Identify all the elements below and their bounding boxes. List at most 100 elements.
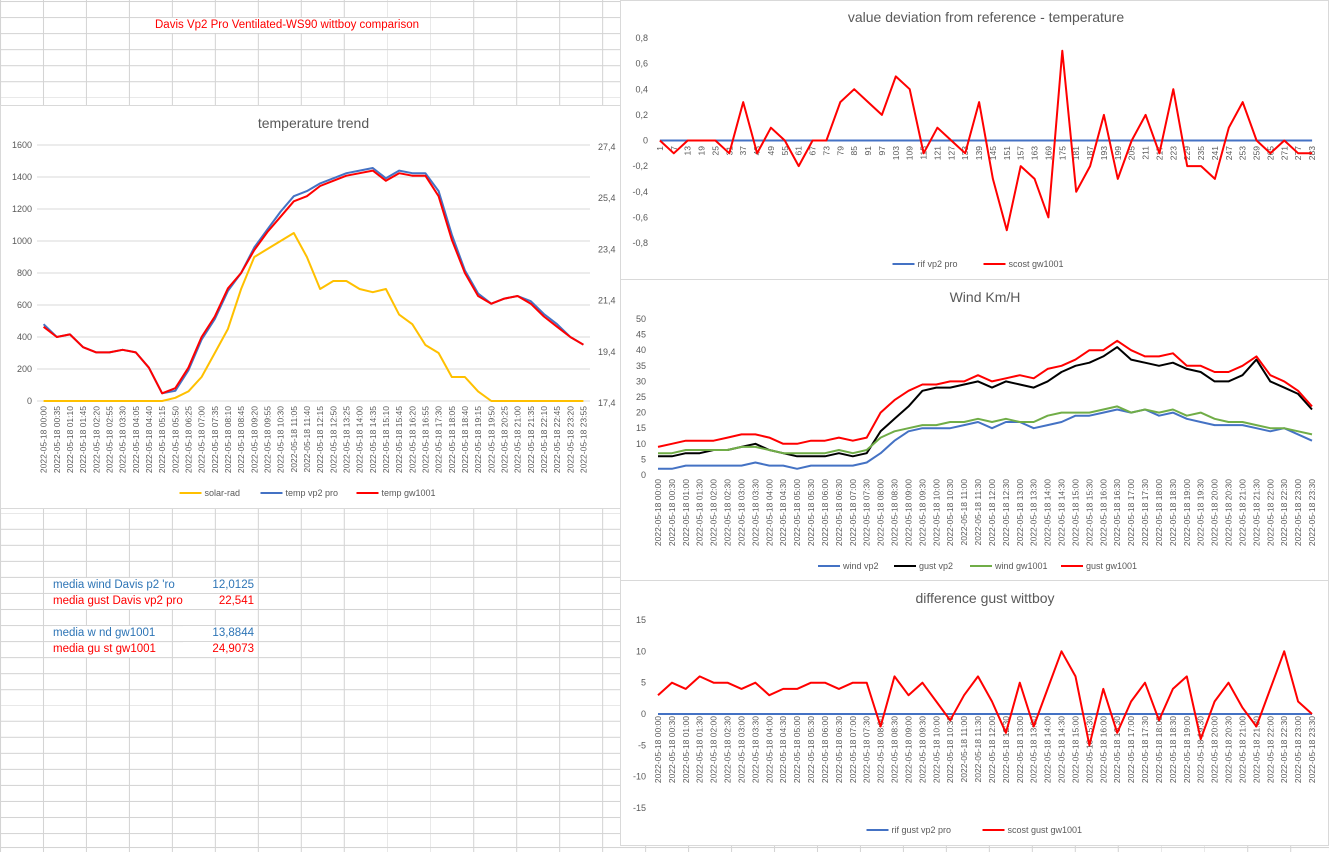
x-tick-label: 2022-05-18 19:15 bbox=[473, 406, 483, 473]
legend-label: wind gw1001 bbox=[994, 561, 1048, 571]
x-tick-label: 2022-05-18 12:00 bbox=[987, 716, 997, 783]
legend-label: temp gw1001 bbox=[382, 488, 436, 498]
x-tick-label: 7 bbox=[669, 146, 679, 151]
x-tick-label: 2022-05-18 17:30 bbox=[1140, 479, 1150, 546]
x-tick-label: 145 bbox=[988, 146, 998, 160]
x-tick-label: 2022-05-18 03:00 bbox=[736, 716, 746, 783]
temperature-deviation-svg: value deviation from reference - tempera… bbox=[632, 9, 1317, 269]
y-tick-label: 400 bbox=[17, 332, 32, 342]
x-tick-label: 2022-05-18 22:00 bbox=[1265, 479, 1275, 546]
x-tick-label: 235 bbox=[1196, 146, 1206, 160]
y-tick-label: 45 bbox=[636, 330, 646, 340]
legend-label: wind vp2 bbox=[842, 561, 879, 571]
x-tick-label: 91 bbox=[863, 146, 873, 156]
x-tick-label: 271 bbox=[1279, 146, 1289, 160]
legend-label: rif gust vp2 pro bbox=[892, 825, 952, 835]
x-tick-label: 2022-05-18 02:30 bbox=[723, 479, 733, 546]
y-tick-label: 15 bbox=[636, 615, 646, 625]
x-tick-label: 2022-05-18 16:55 bbox=[420, 406, 430, 473]
x-tick-label: 157 bbox=[1016, 146, 1026, 160]
wind-svg: Wind Km/H 0 5 10 15 20 25 30 35 40 45 50 2022-05-18 … bbox=[636, 289, 1317, 571]
gust-difference-chart[interactable]: difference gust wittboy -15 -10 -5 0 5 10 15 202… bbox=[620, 580, 1329, 846]
x-tick-label: 187 bbox=[1085, 146, 1095, 160]
x-tick-label: 2022-05-18 01:30 bbox=[695, 479, 705, 546]
x-tick-label: 2022-05-18 14:00 bbox=[355, 406, 365, 473]
x-tick-label: 2022-05-18 15:00 bbox=[1070, 479, 1080, 546]
series-line-gust-gw1001 bbox=[657, 339, 1313, 448]
x-tick-label: 79 bbox=[835, 146, 845, 156]
y2-tick-label: 25,4 bbox=[598, 193, 616, 203]
legend-label: scost gust gw1001 bbox=[1008, 825, 1083, 835]
x-tick-label: 2022-05-18 08:30 bbox=[890, 479, 900, 546]
stat-label-gust-vp2: media gust Davis vp2 pro bbox=[52, 594, 184, 609]
x-tick-label: 205 bbox=[1127, 146, 1137, 160]
x-tick-label: 2022-05-18 17:30 bbox=[434, 406, 444, 473]
x-tick-label: 2022-05-18 16:00 bbox=[1098, 479, 1108, 546]
series-line-wind-gw1001 bbox=[658, 405, 1313, 455]
x-tick-label: 2022-05-18 04:00 bbox=[764, 716, 774, 783]
y-tick-label: 20 bbox=[636, 408, 646, 418]
x-tick-label: 55 bbox=[780, 146, 790, 156]
x-tick-label: 2022-05-18 01:45 bbox=[78, 406, 88, 473]
y-tick-label: 5 bbox=[641, 678, 646, 688]
x-tick-label: 2022-05-18 16:00 bbox=[1098, 716, 1108, 783]
x-tick-label: 2022-05-18 19:50 bbox=[486, 406, 496, 473]
x-tick-label: 2022-05-18 18:05 bbox=[447, 406, 457, 473]
x-tick-label: 2022-05-18 18:00 bbox=[1154, 716, 1164, 783]
x-tick-label: 2022-05-18 09:30 bbox=[917, 716, 927, 783]
x-tick-label: 103 bbox=[891, 146, 901, 160]
x-tick-label: 2022-05-18 22:30 bbox=[1279, 479, 1289, 546]
stat-value-wind-gw1001: 13,8844 bbox=[183, 626, 255, 641]
stat-value-wind-vp2: 12,0125 bbox=[183, 578, 255, 593]
temperature-deviation-chart[interactable]: value deviation from reference - tempera… bbox=[620, 0, 1329, 280]
x-tick-label: 2022-05-18 09:55 bbox=[262, 406, 272, 473]
x-tick-label: 2022-05-18 04:00 bbox=[764, 479, 774, 546]
x-tick-label: 2022-05-18 09:30 bbox=[917, 479, 927, 546]
x-tick-label: 2022-05-18 20:30 bbox=[1224, 716, 1234, 783]
x-tick-label: 2022-05-18 00:00 bbox=[39, 406, 49, 473]
x-tick-label: 2022-05-18 21:30 bbox=[1251, 716, 1261, 783]
y-tick-label: 200 bbox=[17, 364, 32, 374]
x-tick-label: 2022-05-18 14:35 bbox=[368, 406, 378, 473]
x-tick-label: 2022-05-18 13:30 bbox=[1029, 479, 1039, 546]
x-tick-label: 2022-05-18 23:30 bbox=[1307, 716, 1317, 783]
x-tick-label: 2022-05-18 06:30 bbox=[834, 716, 844, 783]
x-tick-label: 2022-05-18 18:30 bbox=[1168, 716, 1178, 783]
y-tick-label: 1000 bbox=[12, 236, 32, 246]
x-tick-label: 25 bbox=[710, 146, 720, 156]
x-tick-label: 2022-05-18 11:05 bbox=[289, 406, 299, 473]
legend-label: solar-rad bbox=[205, 488, 241, 498]
y-tick-label: 30 bbox=[636, 376, 646, 386]
series-line-wind-vp2 bbox=[658, 408, 1313, 470]
x-tick-label: 229 bbox=[1182, 146, 1192, 160]
x-tick-label: 193 bbox=[1099, 146, 1109, 160]
chart-title: difference gust wittboy bbox=[915, 590, 1054, 606]
x-tick-label: 2022-05-18 20:00 bbox=[1210, 479, 1220, 546]
x-tick-label: 2022-05-18 01:00 bbox=[681, 716, 691, 783]
x-tick-label: 2022-05-18 21:35 bbox=[526, 406, 536, 473]
x-tick-label: 2022-05-18 16:30 bbox=[1112, 479, 1122, 546]
y-tick-label: 0 bbox=[643, 136, 648, 146]
wind-chart[interactable]: Wind Km/H 0 5 10 15 20 25 30 35 40 45 50 2022-05-18 … bbox=[620, 279, 1329, 581]
y-tick-label: -10 bbox=[633, 772, 646, 782]
x-tick-label: 2022-05-18 15:10 bbox=[381, 406, 391, 473]
x-tick-label: 2022-05-18 12:30 bbox=[1001, 716, 1011, 783]
x-tick-label: 199 bbox=[1113, 146, 1123, 160]
temperature-trend-chart[interactable]: temperature trend 0 200 400 600 800 1000 1200 14… bbox=[0, 105, 621, 509]
x-tick-label: 2022-05-18 20:00 bbox=[1210, 716, 1220, 783]
x-tick-label: 2022-05-18 07:35 bbox=[210, 406, 220, 473]
series-line-scost-gust-gw1001 bbox=[657, 650, 1313, 747]
x-tick-label: 241 bbox=[1210, 146, 1220, 160]
x-tick-label: 2022-05-18 17:30 bbox=[1140, 716, 1150, 783]
y-tick-label: 0 bbox=[641, 470, 646, 480]
x-tick-label: 2022-05-18 20:25 bbox=[499, 406, 509, 473]
y2-tick-label: 17,4 bbox=[598, 398, 616, 408]
x-tick-label: 181 bbox=[1071, 146, 1081, 160]
x-tick-label: 2022-05-18 07:30 bbox=[862, 479, 872, 546]
x-tick-label: 2022-05-18 05:00 bbox=[792, 479, 802, 546]
y-tick-label: -0,2 bbox=[632, 161, 648, 171]
y-tick-label: 1600 bbox=[12, 140, 32, 150]
x-tick-label: 2022-05-18 14:00 bbox=[1043, 716, 1053, 783]
x-tick-label: 2022-05-18 19:00 bbox=[1182, 479, 1192, 546]
x-tick-label: 2022-05-18 05:15 bbox=[157, 406, 167, 473]
